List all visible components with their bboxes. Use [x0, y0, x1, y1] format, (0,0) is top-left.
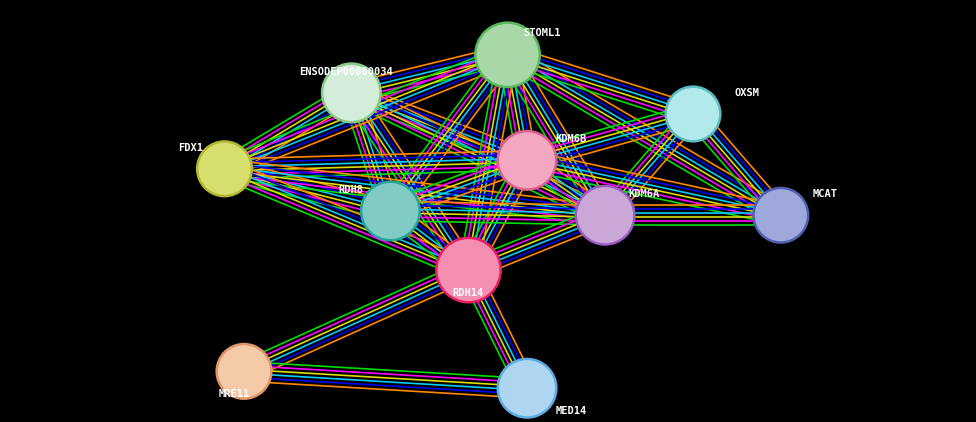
- Text: KDM6A: KDM6A: [629, 189, 660, 199]
- Ellipse shape: [498, 131, 556, 189]
- Ellipse shape: [361, 182, 420, 240]
- Ellipse shape: [753, 188, 808, 243]
- Text: MED14: MED14: [555, 406, 587, 416]
- Text: RDH8: RDH8: [339, 185, 364, 195]
- Ellipse shape: [666, 87, 720, 141]
- Ellipse shape: [436, 238, 501, 302]
- Text: FDX1: FDX1: [178, 143, 203, 153]
- Ellipse shape: [498, 359, 556, 417]
- Ellipse shape: [576, 186, 634, 244]
- Ellipse shape: [197, 141, 252, 196]
- Text: ENSODEP00000034: ENSODEP00000034: [300, 67, 393, 77]
- Ellipse shape: [217, 344, 271, 399]
- Text: STOML1: STOML1: [523, 28, 560, 38]
- Text: RDH14: RDH14: [453, 288, 484, 298]
- Text: MRE11: MRE11: [219, 389, 250, 399]
- Text: KDM6B: KDM6B: [555, 134, 587, 144]
- Ellipse shape: [475, 23, 540, 87]
- Ellipse shape: [322, 64, 381, 122]
- Text: MCAT: MCAT: [812, 189, 837, 199]
- Text: OXSM: OXSM: [734, 88, 759, 98]
